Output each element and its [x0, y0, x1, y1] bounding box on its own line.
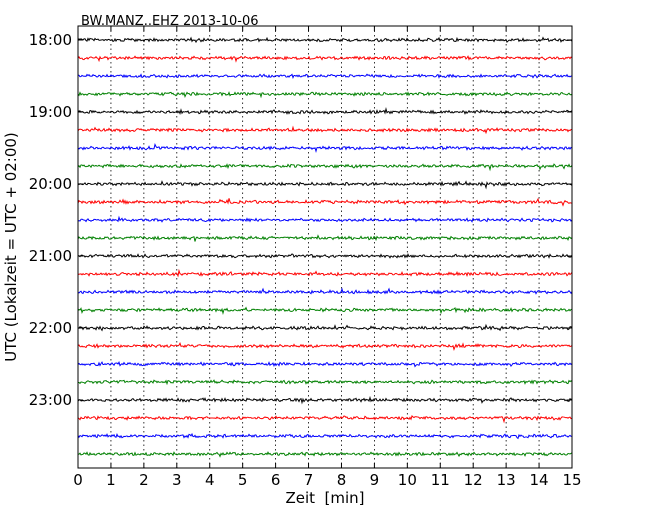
- tick-labels: 0 1 2 3 4 5 6 7 8 9 10 11 12 13 14 1518:0019:0020:0021:…: [29, 31, 582, 489]
- trace-1900: [77, 107, 573, 115]
- trace-2200: [77, 323, 573, 332]
- y-tick-label: 19:00: [29, 103, 72, 121]
- trace-2115: [77, 268, 573, 278]
- y-tick-label: 20:00: [29, 175, 72, 193]
- y-tick-label: 21:00: [29, 247, 72, 265]
- trace-2245: [77, 379, 573, 386]
- x-tick-label: 11: [431, 471, 450, 489]
- x-tick-label: 15: [562, 471, 581, 489]
- x-axis-label: Zeit [min]: [285, 489, 364, 507]
- trace-2330: [77, 432, 573, 440]
- trace-2045: [77, 234, 573, 242]
- x-tick-label: 6: [271, 471, 281, 489]
- trace-2030: [77, 215, 573, 223]
- trace-1830: [77, 73, 573, 79]
- trace-2300: [77, 395, 573, 405]
- x-tick-label: 12: [464, 471, 483, 489]
- x-tick-label: 4: [205, 471, 215, 489]
- x-tick-label: 1: [106, 471, 116, 489]
- axis-ticks: [77, 26, 573, 468]
- x-tick-label: 8: [337, 471, 347, 489]
- trace-layer: [77, 36, 573, 458]
- y-axis-label: UTC (Lokalzeit = UTC + 02:00): [2, 132, 20, 362]
- trace-1945: [77, 163, 573, 172]
- grid-lines: [110, 26, 540, 468]
- trace-2315: [77, 414, 573, 424]
- trace-2145: [77, 306, 573, 315]
- y-tick-label: 22:00: [29, 319, 72, 337]
- x-tick-label: 2: [139, 471, 149, 489]
- x-tick-label: 10: [398, 471, 417, 489]
- trace-1815: [77, 55, 573, 63]
- trace-1800: [77, 36, 573, 44]
- x-tick-label: 13: [497, 471, 516, 489]
- trace-2230: [77, 361, 573, 368]
- trace-1915: [77, 125, 573, 135]
- trace-2015: [77, 197, 573, 207]
- x-tick-label: 9: [370, 471, 380, 489]
- trace-1845: [77, 91, 573, 99]
- x-tick-label: 7: [304, 471, 314, 489]
- x-tick-label: 14: [530, 471, 549, 489]
- x-tick-label: 5: [238, 471, 248, 489]
- trace-2000: [77, 180, 573, 190]
- trace-2345: [77, 451, 573, 458]
- trace-2215: [77, 342, 573, 352]
- trace-1930: [77, 142, 573, 153]
- trace-2100: [77, 253, 573, 259]
- x-tick-label: 0: [73, 471, 83, 489]
- plot-frame: [77, 25, 573, 469]
- trace-2130: [77, 287, 573, 295]
- y-tick-label: 23:00: [29, 391, 72, 409]
- chart-title: BW.MANZ..EHZ 2013-10-06: [81, 14, 259, 29]
- y-tick-label: 18:00: [29, 31, 72, 49]
- x-tick-label: 3: [172, 471, 182, 489]
